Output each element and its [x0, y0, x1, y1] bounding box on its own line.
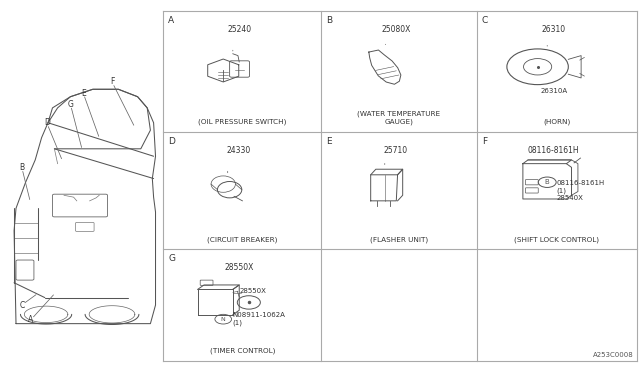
- Text: 25240: 25240: [227, 25, 251, 34]
- Text: (FLASHER UNIT): (FLASHER UNIT): [370, 236, 428, 243]
- Text: 08116-8161H: 08116-8161H: [556, 180, 604, 186]
- Text: (CIRCUIT BREAKER): (CIRCUIT BREAKER): [207, 236, 277, 243]
- Text: G: G: [168, 254, 175, 263]
- Text: B: B: [545, 179, 550, 185]
- Text: 26310A: 26310A: [540, 89, 567, 94]
- Text: 25710: 25710: [384, 146, 408, 155]
- Text: 28540X: 28540X: [556, 195, 583, 201]
- Text: F: F: [482, 137, 487, 145]
- Text: 08116-8161H: 08116-8161H: [528, 146, 579, 155]
- Text: B: B: [326, 16, 333, 25]
- Text: 28550X: 28550X: [239, 288, 266, 294]
- Text: F: F: [110, 77, 114, 86]
- Text: B: B: [19, 163, 24, 172]
- Text: E: E: [81, 89, 86, 97]
- Text: (TIMER CONTROL): (TIMER CONTROL): [209, 348, 275, 354]
- Text: (1): (1): [556, 188, 566, 195]
- Text: 24330: 24330: [227, 146, 252, 155]
- Text: G: G: [67, 100, 74, 109]
- Text: 25080X: 25080X: [381, 25, 411, 34]
- Text: D: D: [168, 137, 175, 145]
- Text: E: E: [326, 137, 332, 145]
- Text: N: N: [221, 317, 226, 322]
- Text: 28550X: 28550X: [225, 263, 254, 272]
- Text: (SHIFT LOCK CONTROL): (SHIFT LOCK CONTROL): [515, 236, 599, 243]
- Text: N08911-1062A
(1): N08911-1062A (1): [233, 312, 285, 326]
- Text: 26310: 26310: [541, 25, 566, 34]
- Text: A: A: [168, 16, 175, 25]
- Text: (WATER TEMPERATURE
GAUGE): (WATER TEMPERATURE GAUGE): [358, 111, 440, 125]
- Text: C: C: [19, 301, 24, 310]
- Text: A: A: [28, 315, 33, 324]
- Text: D: D: [44, 118, 50, 127]
- Text: A253C0008: A253C0008: [593, 352, 634, 358]
- Text: (HORN): (HORN): [543, 119, 570, 125]
- Text: (OIL PRESSURE SWITCH): (OIL PRESSURE SWITCH): [198, 119, 287, 125]
- Text: C: C: [482, 16, 488, 25]
